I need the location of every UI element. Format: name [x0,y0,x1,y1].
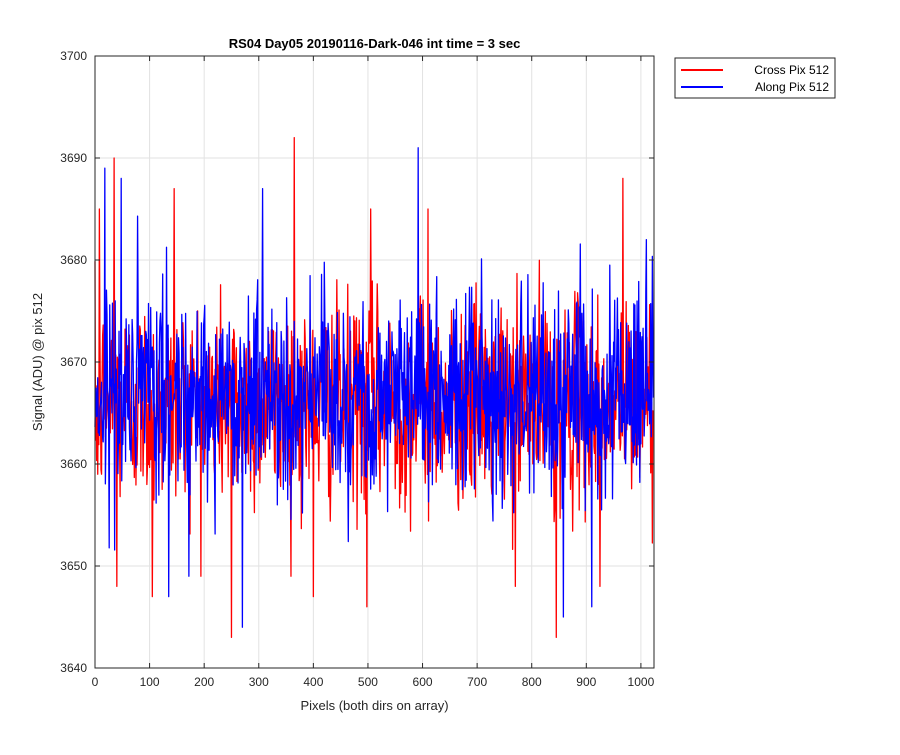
series-line-1 [94,147,655,628]
series-lines [94,136,655,639]
x-tick-label: 900 [576,675,596,689]
legend-label-along: Along Pix 512 [755,80,829,94]
y-tick-label: 3640 [60,661,87,675]
x-tick-label: 300 [249,675,269,689]
x-tick-label: 1000 [628,675,655,689]
ticks: 0 100 200 300 400 500 600 700 800 900 1000 3640 3650… [60,49,654,689]
y-axis-label: Signal (ADU) @ pix 512 [30,293,45,431]
x-tick-label: 100 [140,675,160,689]
chart-title: RS04 Day05 20190116-Dark-046 int time = … [229,36,521,51]
y-tick-label: 3670 [60,355,87,369]
y-tick-label: 3660 [60,457,87,471]
x-axis-label: Pixels (both dirs on array) [300,698,448,713]
x-tick-label: 500 [358,675,378,689]
y-tick-label: 3650 [60,559,87,573]
y-tick-label: 3680 [60,253,87,267]
y-tick-label: 3690 [60,151,87,165]
legend: Cross Pix 512 Along Pix 512 [674,57,836,99]
legend-box [674,57,836,99]
y-tick-label: 3700 [60,49,87,63]
x-tick-label: 200 [194,675,214,689]
legend-label-cross: Cross Pix 512 [754,63,829,77]
x-tick-label: 800 [522,675,542,689]
x-tick-label: 700 [467,675,487,689]
x-tick-label: 600 [413,675,433,689]
x-tick-label: 400 [303,675,323,689]
x-tick-label: 0 [92,675,99,689]
